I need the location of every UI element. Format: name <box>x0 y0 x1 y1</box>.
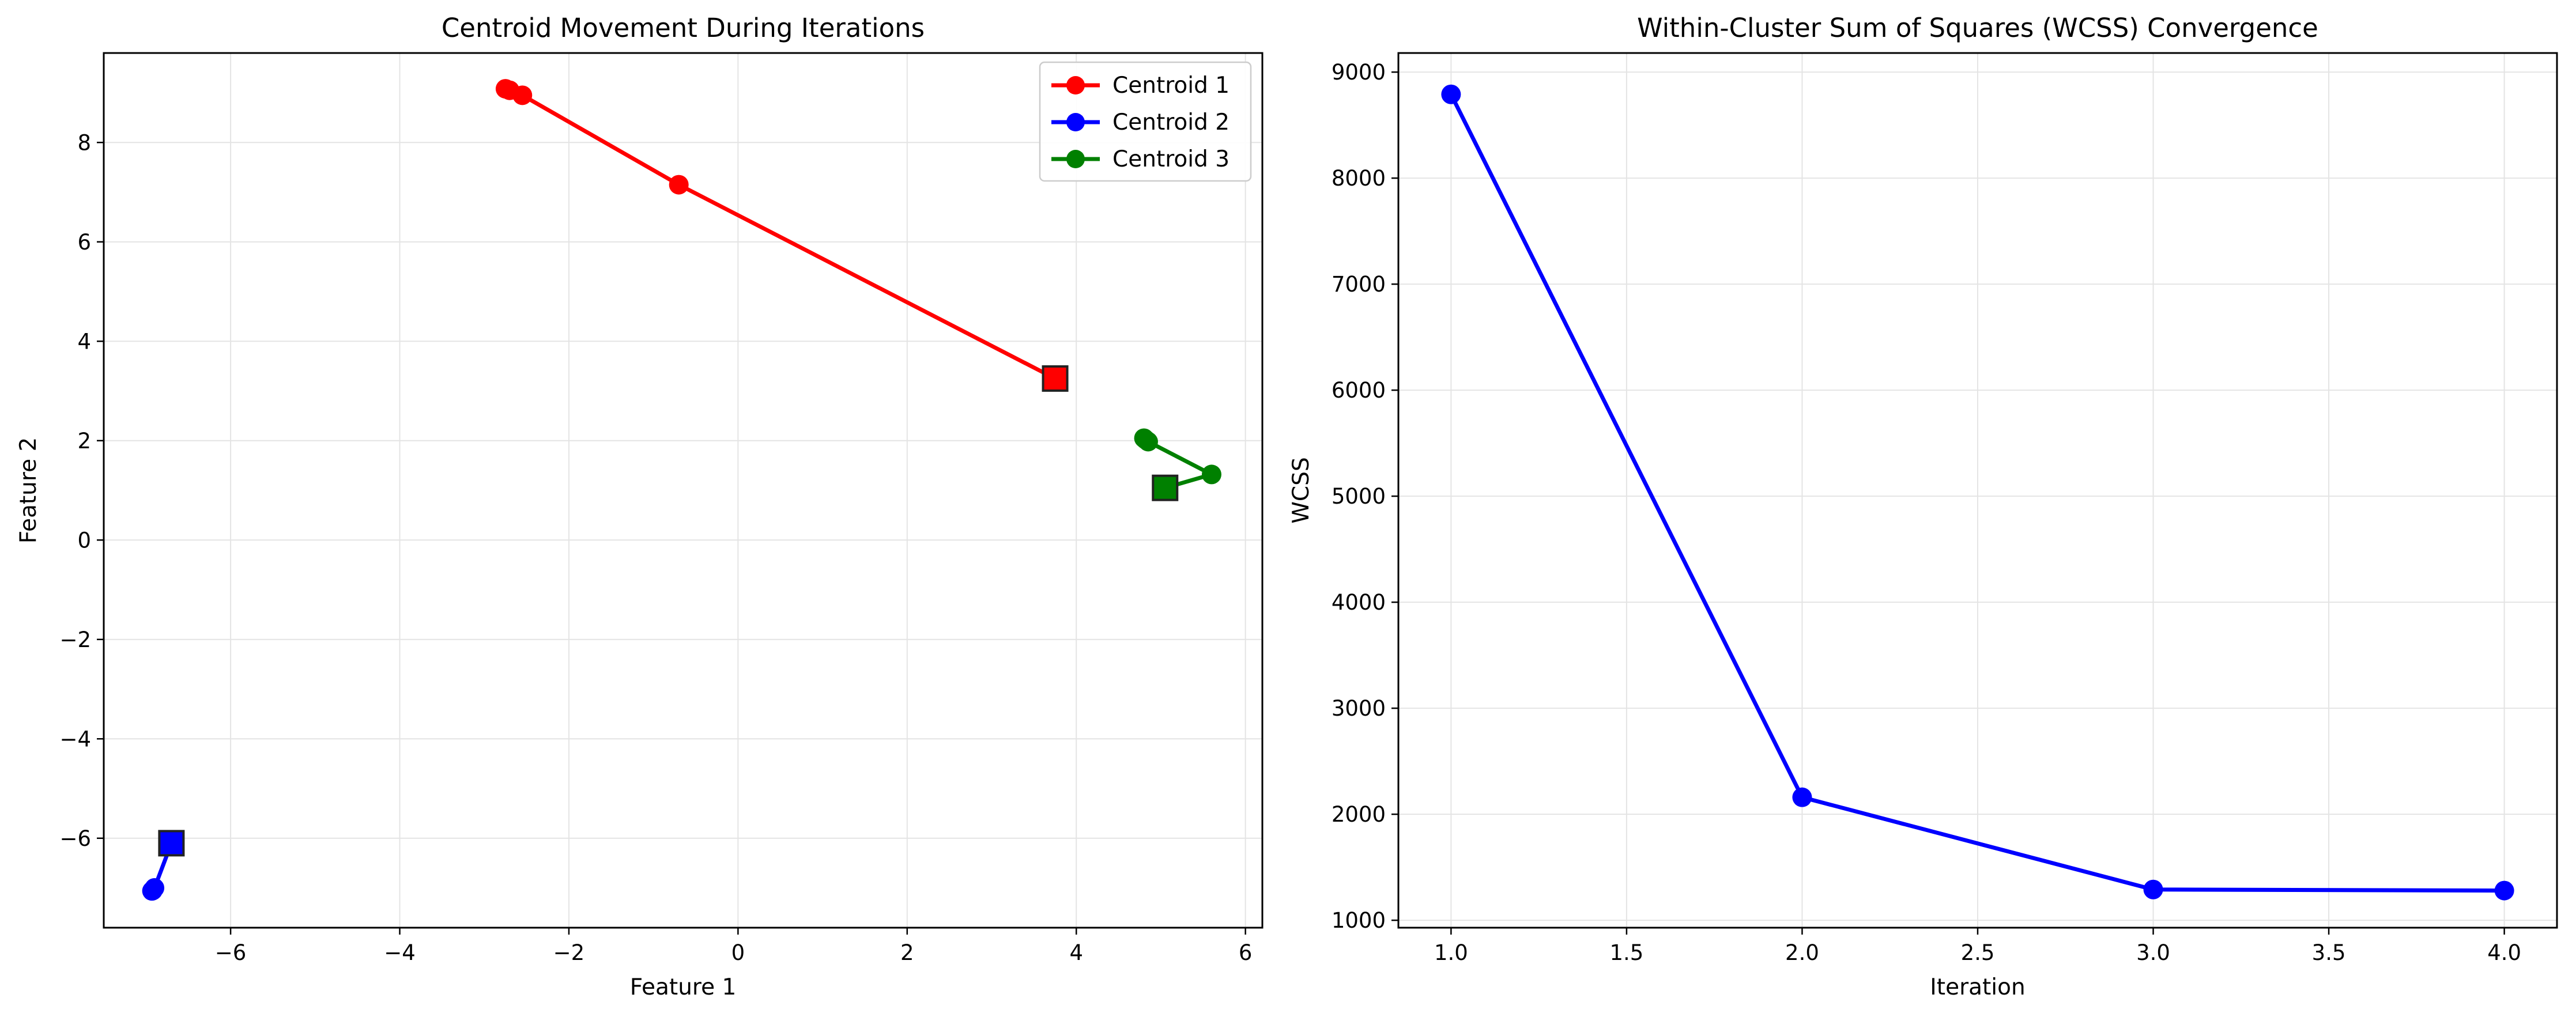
legend-box <box>1039 61 1252 182</box>
x-tick-label: 1.5 <box>1609 940 1643 965</box>
wcss-convergence-plot: 1.0 1.5 2.0 2.5 3.0 3.5 4.0 1000 2000 3000 4000 500… <box>1288 13 2558 1000</box>
x-tick-label: 2.0 <box>1785 940 1819 965</box>
y-tick-label: 4000 <box>1332 590 1386 615</box>
centroid-movement-plot: −6 −4 −2 0 2 4 6 −6 −4 −2 0 2 4 6 8 Centroid Movement … <box>16 13 1264 1000</box>
centroid-3-point <box>1201 464 1221 485</box>
x-tick-label: 1.0 <box>1434 940 1468 965</box>
centroid-2-point <box>142 881 162 901</box>
centroid-2-series <box>142 830 185 901</box>
y-tick-label: 7000 <box>1332 272 1386 297</box>
x-tick-label: −2 <box>553 940 585 965</box>
y-tick-label: −4 <box>59 727 91 751</box>
y-tick-label: 2 <box>77 429 91 453</box>
legend-swatch-marker <box>1066 113 1085 131</box>
centroid-3-series <box>1134 428 1221 501</box>
wcss-line <box>1449 93 2505 893</box>
centroid-1-path <box>504 86 1057 381</box>
y-tick-label: 1000 <box>1332 908 1386 933</box>
x-tick-label: 4.0 <box>2487 940 2521 965</box>
legend-label: Centroid 1 <box>1112 73 1229 99</box>
y-tick-label: −2 <box>59 627 91 652</box>
left-series-layer <box>142 79 1221 901</box>
x-tick-label: 3.0 <box>2136 940 2170 965</box>
x-tick-label: 0 <box>731 940 745 965</box>
centroid-1-series <box>495 79 1069 392</box>
right-series-layer <box>1441 84 2514 901</box>
left-x-axis-label: Feature 1 <box>630 974 737 1000</box>
left-plot-frame <box>103 52 1264 929</box>
y-tick-label: 6 <box>77 230 91 255</box>
y-tick-label: −6 <box>59 826 91 851</box>
y-tick-label: 8 <box>77 130 91 155</box>
wcss-point <box>2143 879 2163 899</box>
y-tick-label: 5000 <box>1332 484 1386 509</box>
x-tick-label: 4 <box>1069 940 1083 965</box>
legend-swatch-marker <box>1066 150 1085 168</box>
legend-label: Centroid 3 <box>1112 146 1229 172</box>
centroid-3-final-marker <box>1152 474 1179 501</box>
x-tick-label: 3.5 <box>2312 940 2346 965</box>
legend-swatch-marker <box>1066 76 1085 94</box>
right-x-axis-label: Iteration <box>1930 974 2025 1000</box>
centroid-2-final-marker <box>158 830 185 857</box>
left-legend: Centroid 1 Centroid 2 Centroid 3 <box>1039 61 1252 182</box>
y-tick-label: 8000 <box>1332 166 1386 191</box>
left-y-axis-label: Feature 2 <box>16 437 42 544</box>
centroid-1-point <box>495 79 515 99</box>
centroid-1-final-marker <box>1042 365 1069 392</box>
y-tick-label: 4 <box>77 329 91 354</box>
x-tick-label: 6 <box>1239 940 1253 965</box>
wcss-point <box>1441 84 1461 104</box>
x-tick-label: 2.5 <box>1961 940 1995 965</box>
y-tick-label: 2000 <box>1332 802 1386 827</box>
legend-label: Centroid 2 <box>1112 109 1229 135</box>
left-chart-title: Centroid Movement During Iterations <box>442 13 925 43</box>
right-y-axis-label: WCSS <box>1288 457 1314 523</box>
left-ticks: −6 −4 −2 0 2 4 6 −6 −4 −2 0 2 4 6 8 <box>59 130 1252 965</box>
x-tick-label: −4 <box>384 940 416 965</box>
right-ticks: 1.0 1.5 2.0 2.5 3.0 3.5 4.0 1000 2000 3000 4000 500… <box>1332 60 2521 965</box>
right-grid <box>1398 53 2557 928</box>
wcss-point <box>1792 787 1812 807</box>
y-tick-label: 6000 <box>1332 378 1386 403</box>
x-tick-label: 2 <box>900 940 914 965</box>
wcss-series <box>1441 84 2514 901</box>
y-tick-label: 9000 <box>1332 60 1386 85</box>
centroid-3-point <box>1134 428 1154 448</box>
wcss-point <box>2494 880 2514 901</box>
centroid-1-point <box>669 175 689 195</box>
y-tick-label: 3000 <box>1332 696 1386 721</box>
x-tick-label: −6 <box>215 940 247 965</box>
y-tick-label: 0 <box>77 528 91 553</box>
right-chart-title: Within-Cluster Sum of Squares (WCSS) Con… <box>1637 13 2318 43</box>
left-grid <box>104 53 1262 928</box>
